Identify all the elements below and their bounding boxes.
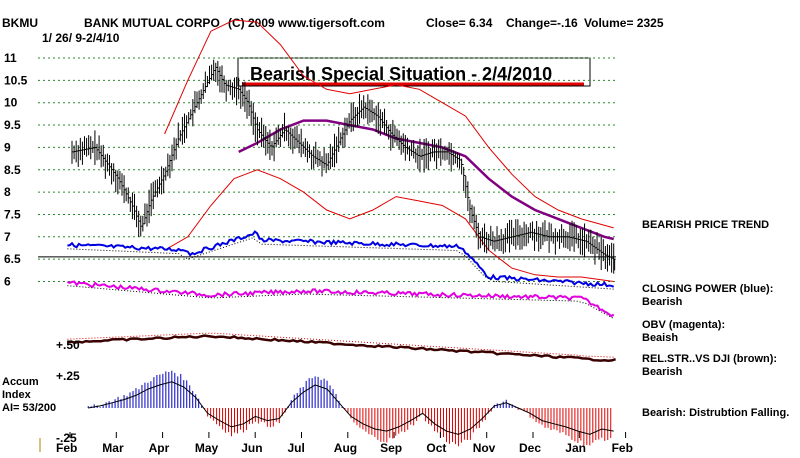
copyright: (C) 2009 www.tigersoft.com (228, 16, 385, 30)
closing-power-line (67, 230, 615, 288)
y-tick-label: 10 (4, 96, 18, 110)
volume-value: Volume= 2325 (584, 16, 664, 30)
y-tick-label: 9.5 (4, 118, 21, 132)
indicator-lines (67, 230, 616, 362)
label-obv: OBV (magenta): (642, 319, 725, 331)
x-tick-label: Jun (241, 441, 262, 455)
x-tick-label: Mar (102, 441, 124, 455)
band-lines (164, 19, 614, 282)
label-relstr: REL.STR..VS DJI (brown): (642, 353, 777, 365)
label-closing-power-status: Bearish (642, 296, 683, 308)
y-tick-label: 6.5 (4, 252, 21, 266)
x-tick-label: Jul (288, 441, 305, 455)
label-relstr-status: Bearish (642, 366, 683, 378)
y-tick-label: 7.5 (4, 207, 21, 221)
x-tick-label: Jan (565, 441, 586, 455)
obv-line (67, 280, 615, 318)
lower-band (164, 169, 614, 282)
banner-box (237, 57, 591, 87)
obv-ma (67, 285, 614, 319)
x-axis-ticks: Feb Mar Apr May Jun Jul Aug Sep Oct Nov Dec Jan Feb (56, 432, 633, 455)
label-accum-1: Accum (2, 376, 39, 388)
y-tick-label: 7 (4, 230, 11, 244)
upper-band (164, 19, 614, 229)
closing-power-ma (67, 237, 614, 290)
y-axis-ticks: 11 10.5 10 9.5 9 8.5 8 7.5 7 6.5 6 (4, 51, 28, 289)
label-accum-status: Bearish: Distrubtion Falling. (642, 407, 789, 419)
price-bars (71, 59, 616, 274)
accum-ma-line (88, 381, 614, 435)
company-name: BANK MUTUAL CORPO (84, 16, 220, 30)
x-tick-label: Nov (473, 441, 496, 455)
y-tick-label: 6 (4, 275, 11, 289)
x-tick-label: Feb (612, 441, 633, 455)
x-tick-label: Feb (56, 441, 77, 455)
label-closing-power: CLOSING POWER (blue): (642, 283, 773, 295)
label-obv-status: Beaish (642, 332, 678, 344)
x-tick-label: May (195, 441, 219, 455)
label-accum-2: Index (2, 389, 32, 401)
accum-tick-top: +.25 (56, 369, 80, 383)
label-price-trend: BEARISH PRICE TREND (642, 219, 769, 231)
close-value: Close= 6.34 (426, 16, 493, 30)
obv-scale-label: +.50 (56, 338, 80, 352)
y-tick-label: 9 (4, 140, 11, 154)
x-tick-label: Aug (334, 441, 357, 455)
date-range: 1/ 26/ 9-2/4/10 (42, 31, 120, 45)
label-accum-3: AI= 53/200 (2, 402, 56, 414)
y-tick-label: 10.5 (4, 73, 28, 87)
y-tick-label: 8 (4, 185, 11, 199)
accum-tick-bottom: -.25 (56, 431, 77, 445)
x-tick-label: Apr (149, 441, 170, 455)
ticker-symbol: BKMU (2, 16, 38, 30)
relstr-ma (67, 332, 614, 358)
x-tick-label: Sep (380, 441, 402, 455)
relstr-line (67, 334, 616, 362)
banner-title: Bearish Special Situation - 2/4/2010 (250, 64, 552, 84)
moving-average (238, 119, 614, 241)
change-value: Change=-.16 (506, 16, 578, 30)
y-tick-label: 11 (4, 51, 17, 65)
x-tick-label: Dec (519, 441, 541, 455)
x-tick-label: Oct (426, 441, 446, 455)
y-tick-label: 8.5 (4, 163, 21, 177)
accum-histogram (87, 370, 614, 447)
